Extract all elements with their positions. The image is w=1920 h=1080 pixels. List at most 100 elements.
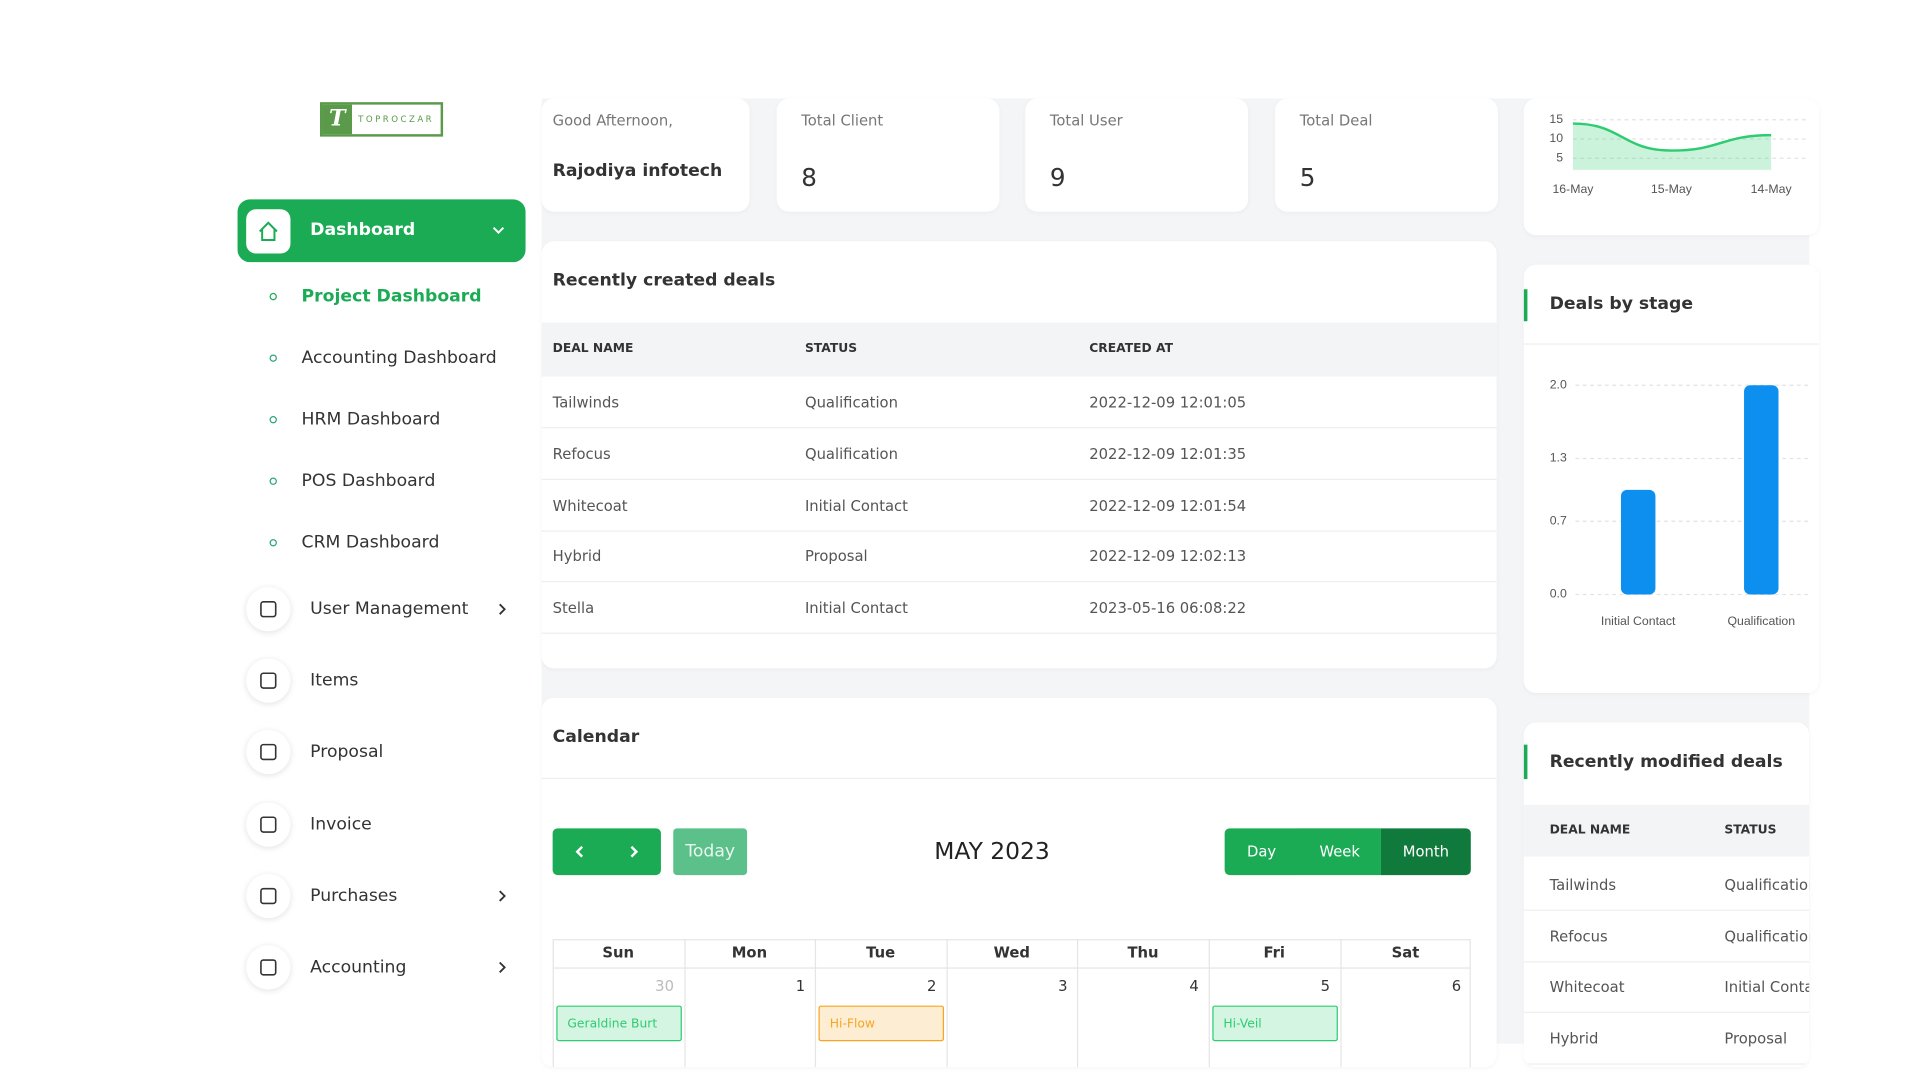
divider bbox=[541, 777, 1497, 780]
weekday: Mon bbox=[731, 944, 768, 962]
greeting-label: Good Afternoon, bbox=[552, 112, 673, 130]
menu-item[interactable]: User Management bbox=[310, 599, 469, 620]
card-title: Recently created deals bbox=[552, 270, 776, 291]
column-header: STATUS bbox=[1724, 823, 1777, 837]
calendar-event[interactable]: Hi-Flow bbox=[818, 1005, 944, 1042]
stat-value: 5 bbox=[1299, 162, 1316, 193]
view-button[interactable]: Month bbox=[1380, 828, 1471, 876]
submenu-dot bbox=[269, 292, 277, 301]
table-header bbox=[1523, 804, 1810, 857]
column-header: DEAL NAME bbox=[1549, 823, 1631, 837]
menu-icon bbox=[246, 729, 291, 775]
recent-deals-card: Recently created deals DEAL NAME STATUS CRE… bbox=[541, 241, 1497, 669]
row-divider bbox=[541, 632, 1497, 635]
date-number: 1 bbox=[795, 977, 806, 995]
date-number: 5 bbox=[1320, 977, 1330, 995]
calendar-event[interactable]: Geraldine Burt bbox=[556, 1005, 682, 1042]
column-header: DEAL NAME bbox=[552, 342, 634, 356]
menu-icon bbox=[246, 587, 291, 632]
table-cell: Tailwinds bbox=[552, 393, 620, 412]
table-cell: 2022-12-09 12:02:13 bbox=[1089, 548, 1247, 566]
table-cell: Hybrid bbox=[552, 548, 602, 566]
table-cell: Initial Contact bbox=[804, 496, 908, 514]
submenu-dot bbox=[269, 354, 277, 362]
menu-item[interactable]: Proposal bbox=[310, 742, 384, 762]
chevron bbox=[495, 886, 510, 911]
logo: T TOPROCZAR bbox=[320, 102, 444, 137]
table-cell: 2022-12-09 12:01:05 bbox=[1089, 393, 1247, 412]
table-cell: 2023-05-16 06:08:22 bbox=[1089, 599, 1247, 617]
divider bbox=[1523, 343, 1820, 345]
stat-label: Total Client bbox=[801, 112, 884, 130]
weekday: Sun bbox=[602, 944, 635, 962]
company-name: Rajodiya infotech bbox=[552, 161, 723, 181]
area-chart-card bbox=[1523, 98, 1820, 236]
date-number: 30 bbox=[655, 977, 674, 995]
menu-label: Dashboard bbox=[310, 220, 416, 241]
row-divider bbox=[541, 478, 1497, 480]
weekday: Sat bbox=[1391, 944, 1420, 962]
table-cell: 2022-12-09 12:01:35 bbox=[1089, 445, 1247, 463]
submenu-dot bbox=[269, 416, 277, 424]
table-cell: Tailwinds bbox=[1549, 876, 1617, 894]
greeting-card card: Good Afternoon, Rajodiya infotech bbox=[541, 98, 750, 212]
dashboard-button[interactable]: Dashboard bbox=[237, 199, 526, 263]
table-cell: Qualification bbox=[804, 445, 898, 463]
date-number: 3 bbox=[1058, 977, 1068, 995]
date-number: 2 bbox=[926, 977, 937, 995]
stat-card: Total Client 8 bbox=[776, 98, 1000, 212]
row-divider bbox=[541, 581, 1497, 583]
menu-icon bbox=[246, 802, 291, 847]
submenu-item[interactable]: Accounting Dashboard bbox=[301, 348, 497, 369]
today-button[interactable]: Today bbox=[673, 828, 748, 876]
weekday: Fri bbox=[1263, 944, 1285, 962]
view-button[interactable]: Week bbox=[1298, 828, 1381, 876]
table-cell: Refocus bbox=[552, 445, 611, 463]
accent-bar bbox=[1523, 744, 1528, 780]
row-divider bbox=[1523, 909, 1810, 911]
card-title: Recently modified deals bbox=[1549, 752, 1783, 772]
table-header bbox=[541, 322, 1497, 377]
calendar-event[interactable]: Hi-Veil bbox=[1212, 1005, 1338, 1042]
stat-card: Total Deal 5 bbox=[1275, 98, 1498, 212]
table-cell: Whitecoat bbox=[552, 496, 628, 514]
table-cell: Whitecoat bbox=[1549, 978, 1625, 996]
weekday: Thu bbox=[1127, 944, 1159, 962]
table-cell: Initial Contact bbox=[804, 599, 908, 617]
table-cell: Stella bbox=[552, 599, 595, 617]
card-title: Deals by stage bbox=[1549, 294, 1694, 314]
logo-text: TOPROCZAR bbox=[358, 114, 435, 125]
table-cell: Refocus bbox=[1549, 927, 1608, 945]
submenu-item[interactable]: CRM Dashboard bbox=[301, 532, 440, 553]
column-header: STATUS bbox=[804, 342, 858, 356]
submenu-item[interactable]: HRM Dashboard bbox=[301, 409, 441, 430]
column-header: CREATED AT bbox=[1089, 342, 1174, 356]
chevron bbox=[495, 599, 510, 624]
modified-deals-card: Recently modified deals DEAL NAME STATUS Ta… bbox=[1523, 722, 1810, 1068]
table-cell: Initial Contact bbox=[1724, 978, 1809, 996]
table-cell: Qualification bbox=[1724, 876, 1810, 894]
logo-mark: T bbox=[322, 104, 353, 135]
menu-item[interactable]: Invoice bbox=[310, 814, 372, 835]
submenu-dot bbox=[269, 477, 277, 485]
menu-item[interactable]: Items bbox=[310, 670, 359, 691]
menu-item[interactable]: Accounting bbox=[310, 957, 407, 978]
view-button[interactable]: Day bbox=[1224, 828, 1299, 876]
date-number: 4 bbox=[1189, 977, 1199, 995]
submenu-dot bbox=[269, 539, 277, 547]
menu-item[interactable]: Purchases bbox=[310, 886, 398, 906]
table-cell: Qualification bbox=[804, 393, 898, 412]
stat-label: Total User bbox=[1049, 112, 1123, 130]
calendar-card: Calendar Today MAY 2023 Day Week Month Sun 30 Ge… bbox=[541, 697, 1497, 1068]
grid-line bbox=[946, 939, 948, 1068]
row-divider bbox=[541, 427, 1497, 429]
home-icon bbox=[246, 209, 291, 254]
nav-buttons[interactable] bbox=[552, 828, 661, 876]
card-title: Calendar bbox=[552, 727, 640, 748]
accent-bar bbox=[1523, 289, 1528, 322]
stat-value: 9 bbox=[1049, 162, 1066, 193]
submenu-item[interactable]: POS Dashboard bbox=[301, 471, 436, 492]
submenu-item[interactable]: Project Dashboard bbox=[301, 286, 482, 307]
month-label: MAY 2023 bbox=[934, 838, 1050, 866]
